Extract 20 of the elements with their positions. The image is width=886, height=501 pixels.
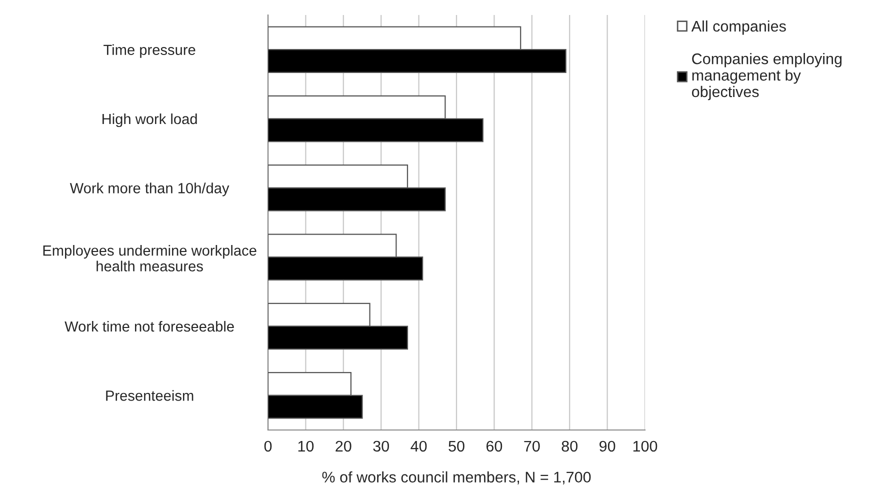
x-tick-label: 60 <box>486 440 502 452</box>
x-tick-label: 50 <box>448 440 464 452</box>
x-tick-label: 100 <box>633 440 658 452</box>
y-tick-label: Work time not foreseeable <box>64 320 234 332</box>
x-tick-label: 90 <box>600 440 616 452</box>
y-tick-label: High work load <box>102 113 197 128</box>
x-tick-label: 70 <box>524 440 540 452</box>
x-tick-label: 20 <box>336 440 352 452</box>
x-tick-label: 30 <box>373 440 389 452</box>
x-tick-label: 10 <box>298 440 314 452</box>
x-tick-label: 0 <box>264 440 272 452</box>
y-tick-label: Employees undermine workplace health measures <box>43 245 256 272</box>
x-tick-label: 80 <box>562 440 578 452</box>
y-tick-label: Time pressure <box>104 44 196 58</box>
x-tick-label: 40 <box>410 440 427 452</box>
legend-label: Companies employing management by objectives <box>692 53 842 100</box>
y-tick-label: Presenteeism <box>106 390 194 401</box>
y-tick-label: Work more than 10h/day <box>70 182 230 196</box>
legend-label: All companies <box>691 20 786 35</box>
x-axis-title: % of works council members, N = 1,700 <box>322 471 591 484</box>
